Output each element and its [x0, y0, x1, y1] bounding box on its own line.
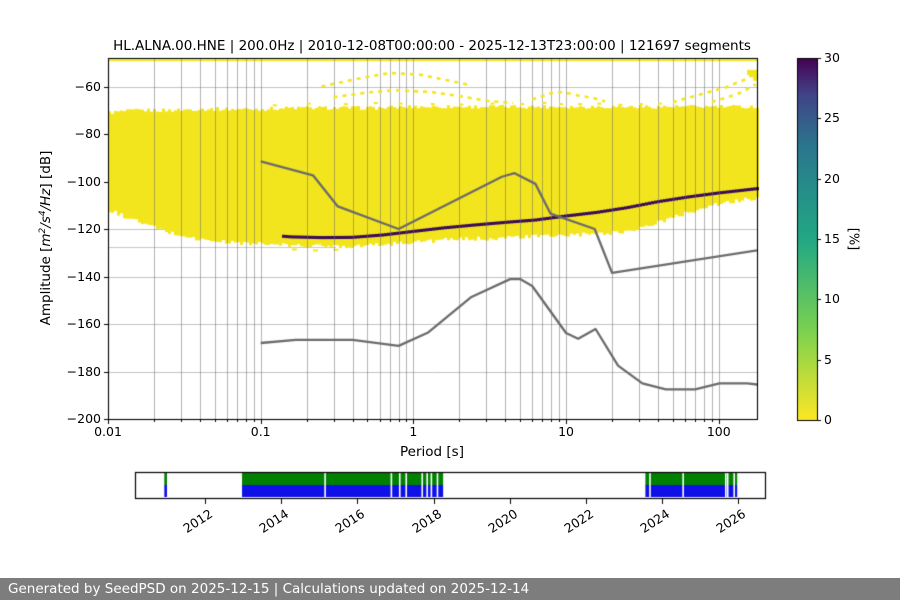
footer-bar: Generated by SeedPSD on 2025-12-15 | Cal… — [0, 578, 900, 600]
